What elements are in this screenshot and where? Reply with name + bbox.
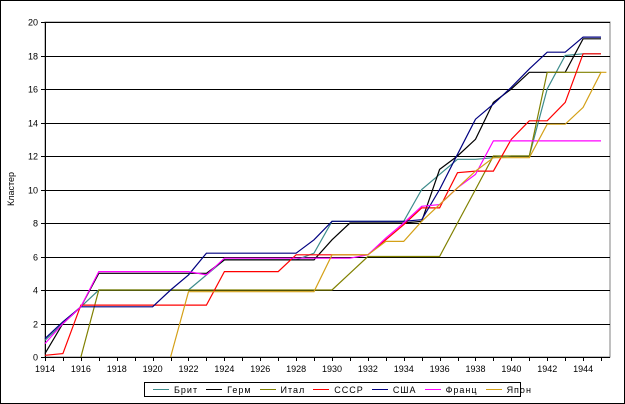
x-tick-label: 1924 [214, 364, 234, 374]
y-tick-label: 0 [33, 353, 38, 363]
legend: Брит Герм Итал СССР США Франц Япон [144, 382, 531, 397]
x-tick-label: 1926 [250, 364, 270, 374]
legend-item: Япон [485, 384, 532, 395]
y-tick-label: 12 [28, 152, 38, 162]
x-tick-label: 1934 [394, 364, 414, 374]
tick-labels: 0 2 4 6 8 10 12 14 16 18 20 1914 1916 1918 1920 1922 192… [28, 18, 593, 375]
series-line [44, 53, 601, 356]
legend-item: США [371, 384, 417, 395]
x-tick-label: 1914 [35, 364, 55, 374]
x-tick-label: 1922 [178, 364, 198, 374]
legend-label: США [392, 384, 417, 395]
x-tick-label: 1916 [71, 364, 91, 374]
x-tick-label: 1944 [573, 364, 593, 374]
series-line [44, 36, 601, 340]
x-tick-label: 1928 [286, 364, 306, 374]
y-tick-label: 18 [28, 52, 38, 62]
legend-swatch [424, 389, 441, 390]
y-tick-label: 14 [28, 119, 38, 129]
x-tick-label: 1930 [322, 364, 342, 374]
legend-item: Итал [259, 384, 306, 395]
y-tick-label: 10 [28, 186, 38, 196]
legend-item: Франц [424, 384, 478, 395]
legend-swatch [313, 389, 330, 390]
y-tick-label: 16 [28, 85, 38, 95]
legend-item: СССР [313, 385, 364, 395]
y-tick-label: 4 [33, 286, 38, 296]
legend-label: Брит [174, 384, 199, 395]
legend-swatch [206, 389, 223, 390]
legend-item: Герм [206, 385, 251, 395]
legend-label: Франц [445, 384, 478, 395]
legend-label: СССР [334, 384, 364, 395]
x-tick-label: 1936 [430, 364, 450, 374]
legend-label: Япон [506, 384, 532, 395]
legend-swatch [371, 389, 388, 390]
legend-swatch [259, 389, 276, 390]
legend-label: Герм [227, 384, 252, 395]
series-lines [44, 36, 607, 358]
y-tick-label: 6 [33, 253, 38, 263]
legend-swatch [153, 389, 169, 390]
y-tick-label: 8 [33, 219, 38, 229]
plot-area [44, 21, 611, 358]
legend-label: Итал [280, 384, 306, 395]
y-tick-label: 20 [28, 18, 38, 28]
x-tick-label: 1918 [107, 364, 127, 374]
legend-item: Брит [153, 385, 198, 395]
x-tick-label: 1940 [501, 364, 521, 374]
x-tick-label: 1920 [143, 364, 163, 374]
series-line [44, 140, 601, 344]
x-tick-label: 1938 [465, 364, 485, 374]
series-line [80, 71, 601, 358]
series-line [170, 71, 607, 358]
y-axis-label: Кластер [6, 172, 16, 206]
x-tick-label: 1932 [358, 364, 378, 374]
x-tick-label: 1942 [537, 364, 557, 374]
y-tick-label: 2 [33, 320, 38, 330]
legend-swatch [485, 389, 502, 390]
axes [41, 22, 610, 361]
